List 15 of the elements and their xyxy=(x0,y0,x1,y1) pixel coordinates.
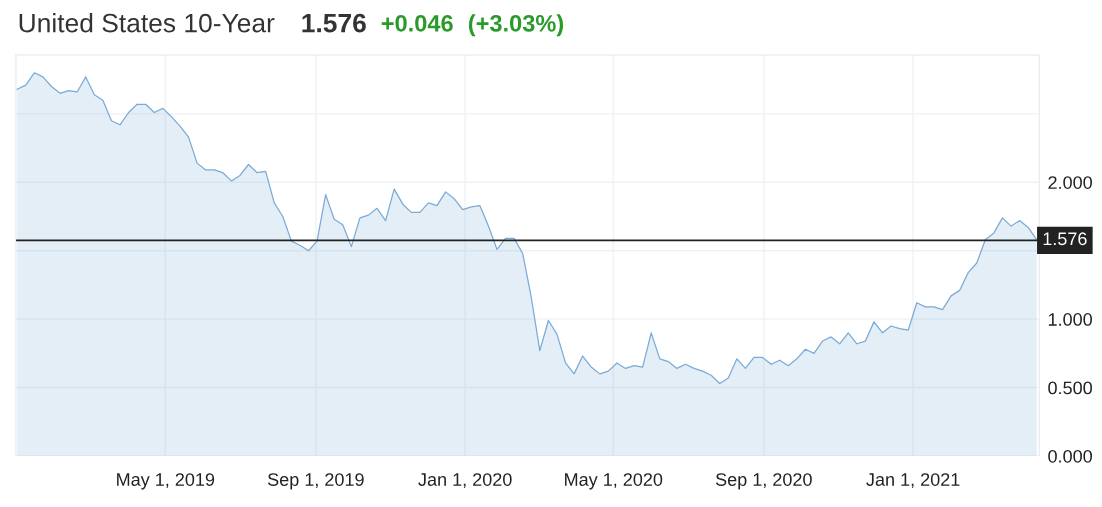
x-tick-label: Jan 1, 2020 xyxy=(418,473,512,489)
text: +0.046 xyxy=(381,14,453,32)
x-tick-label: May 1, 2019 xyxy=(117,473,215,490)
y-tick-label: 0.000 xyxy=(1048,449,1092,463)
x-tick-label: Jan 1, 2021 xyxy=(866,473,960,489)
y-tick-label: 1.000 xyxy=(1048,313,1092,326)
ref-line-label: 1.576 xyxy=(1043,232,1087,246)
text: 1.576 xyxy=(302,13,366,33)
text: (+3.03%) xyxy=(468,14,564,37)
x-tick-label: Sep 1, 2019 xyxy=(267,473,364,490)
y-tick-label: 0.500 xyxy=(1048,381,1092,395)
chart-title: United States 10-Year xyxy=(19,13,275,33)
x-tick-label: May 1, 2020 xyxy=(565,473,663,490)
y-tick-label: 2.000 xyxy=(1048,176,1092,190)
x-tick-label: Sep 1, 2020 xyxy=(715,473,812,490)
